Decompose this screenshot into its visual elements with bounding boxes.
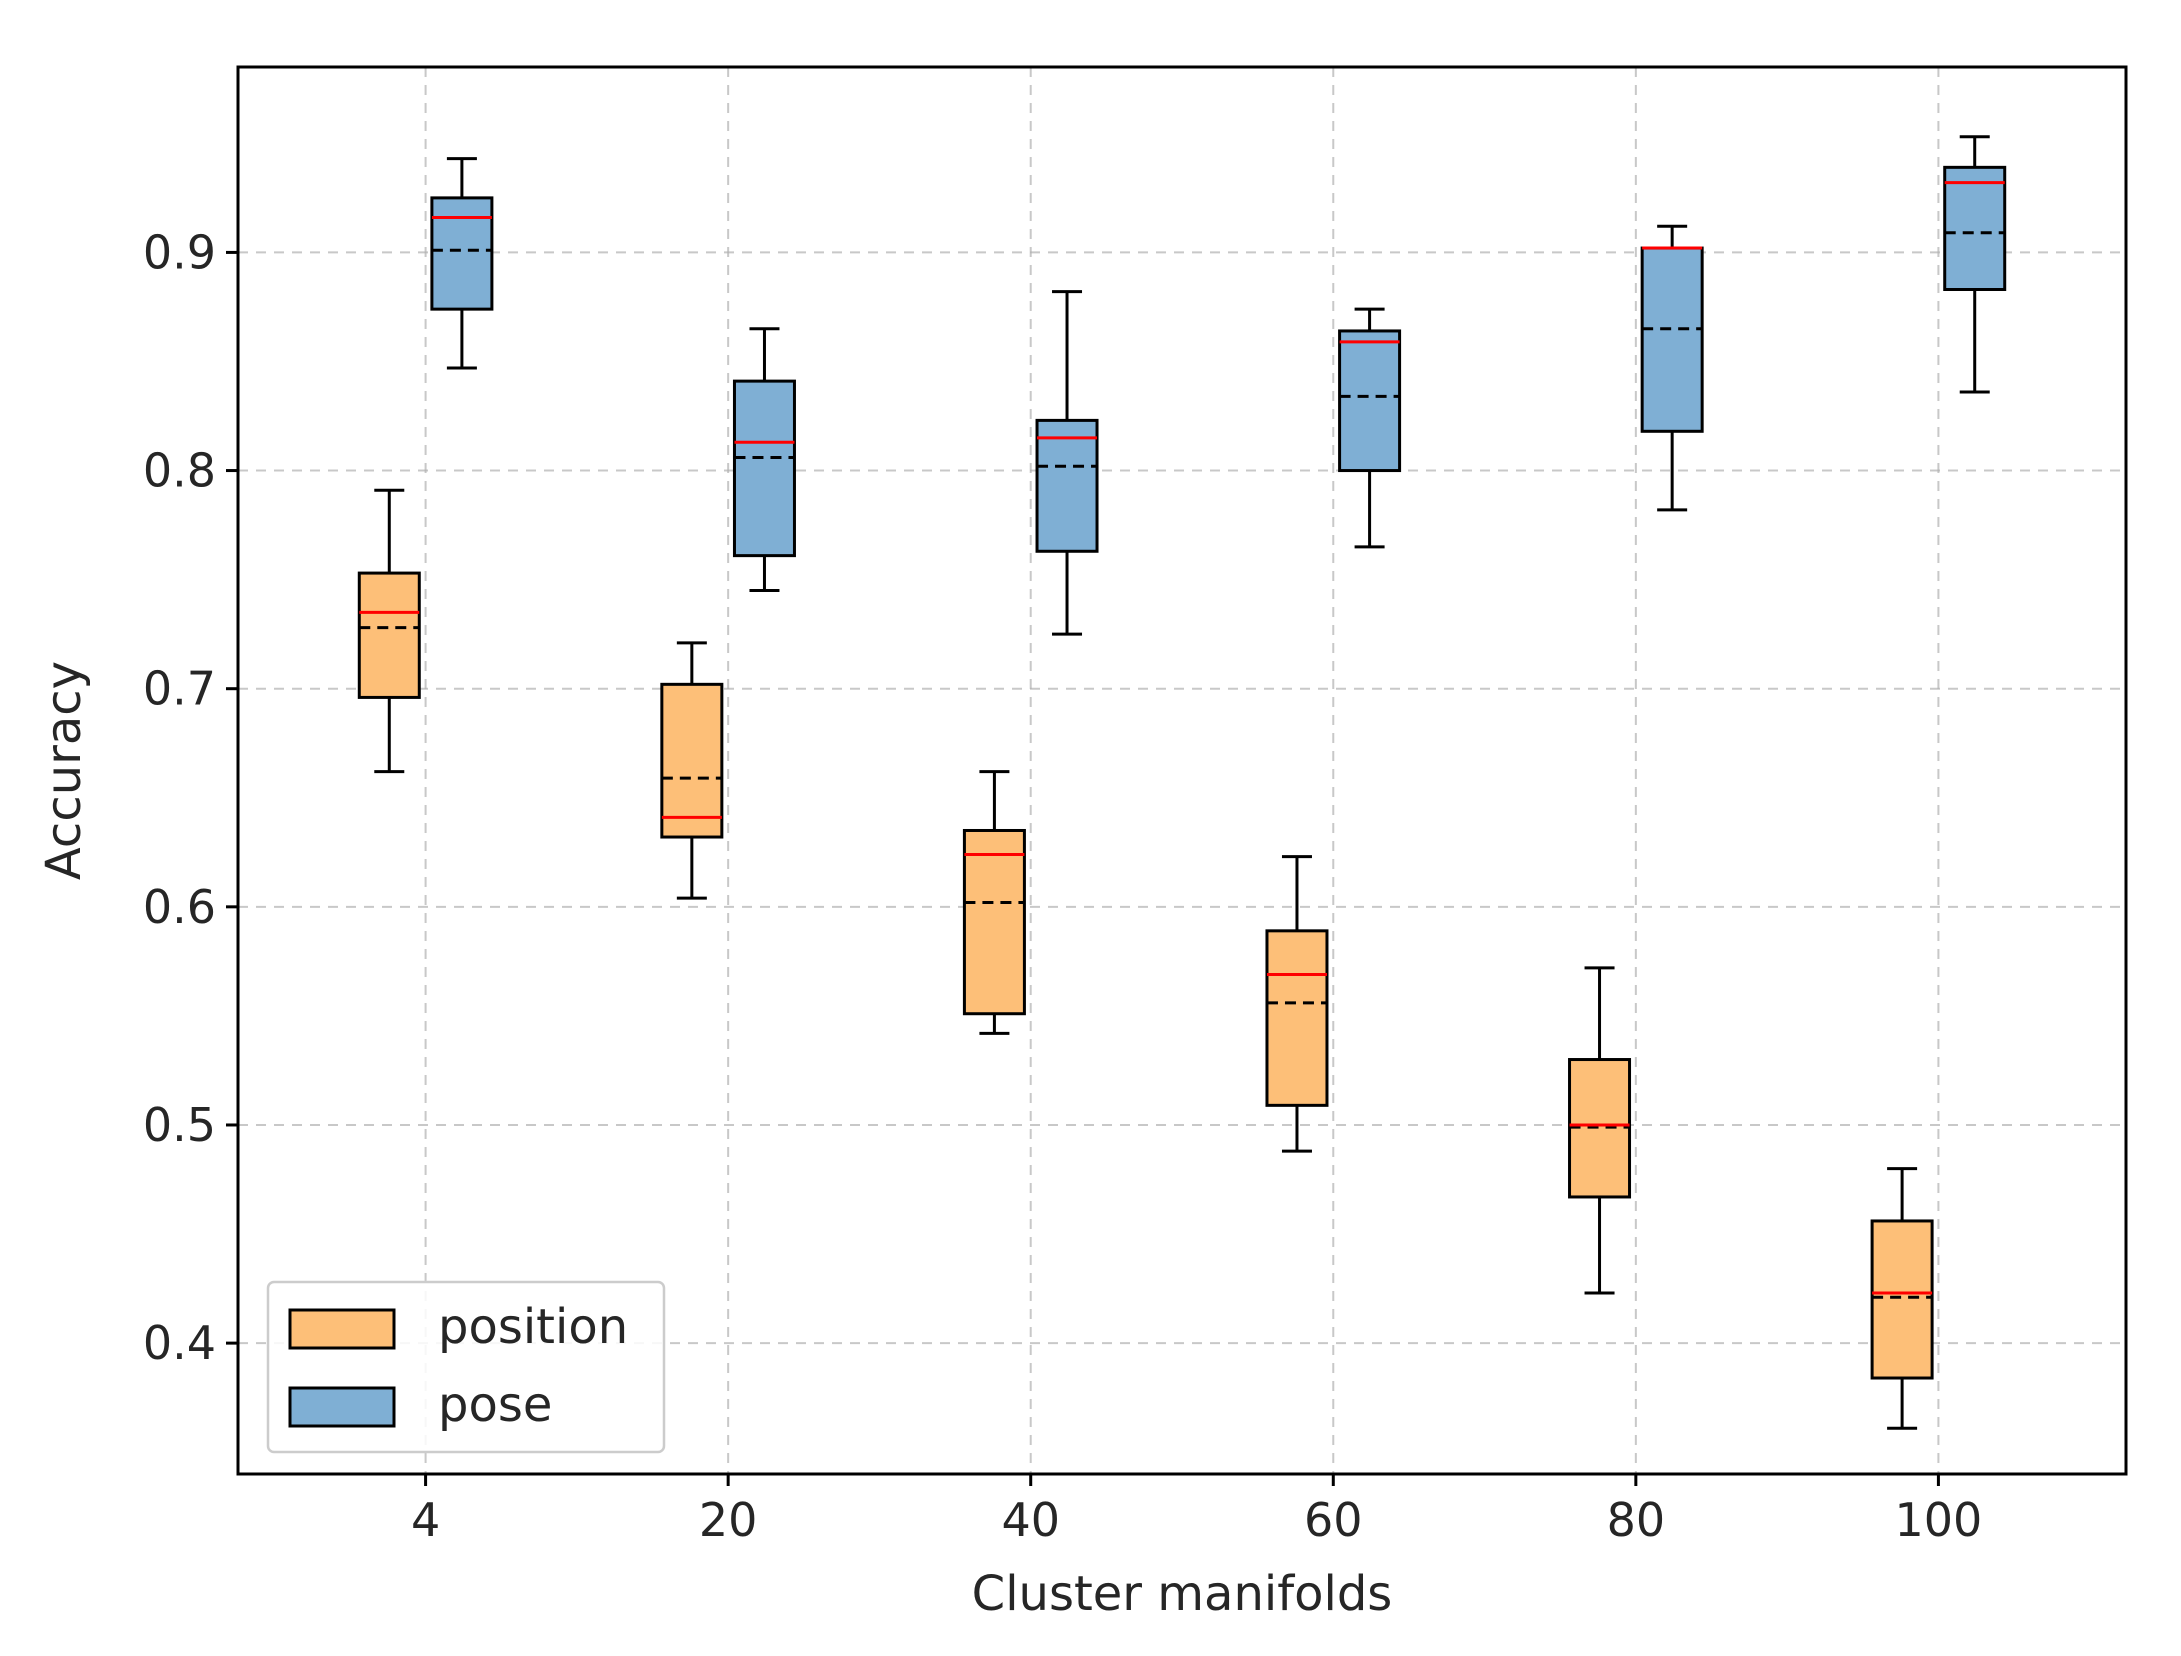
box-body	[1870, 1219, 1934, 1380]
box-pose-100	[1943, 135, 2007, 394]
x-tick-label: 40	[1001, 1493, 1060, 1547]
axes-frame	[236, 65, 2128, 1476]
box-position-20	[660, 641, 724, 900]
y-tick-label: 0.8	[143, 444, 216, 498]
legend-swatch-pose	[288, 1386, 396, 1428]
grid	[238, 67, 2126, 1474]
box-pose-80	[1640, 224, 1704, 512]
box-body	[430, 196, 494, 311]
y-tick-label: 0.4	[143, 1316, 216, 1370]
x-tick-label: 60	[1304, 1493, 1363, 1547]
legend-items: position pose	[288, 1299, 628, 1433]
box-body	[1035, 418, 1099, 553]
legend: position pose	[266, 1280, 666, 1454]
box-pose-4	[430, 157, 494, 370]
x-axis-label: Cluster manifolds	[972, 1566, 1393, 1622]
box-body	[1338, 329, 1402, 473]
axes: 0.4 0.5 0.6 0.7 0.8 0.9 4 20 40 60 80 100	[143, 225, 1982, 1547]
legend-label-position: position	[438, 1299, 628, 1355]
y-tick-label: 0.5	[143, 1098, 216, 1152]
box-body	[732, 379, 796, 558]
box-pose-60	[1338, 307, 1402, 549]
x-tick-label: 20	[699, 1493, 758, 1547]
box-body	[962, 828, 1026, 1016]
box-position-40	[962, 770, 1026, 1035]
plot-area	[357, 135, 2007, 1430]
box-pose-40	[1035, 290, 1099, 636]
box-body	[1943, 165, 2007, 292]
x-tick-label: 4	[411, 1493, 440, 1547]
box-position-4	[357, 488, 421, 774]
box-body	[660, 682, 724, 839]
box-pose-20	[732, 327, 796, 593]
x-tick-label: 100	[1895, 1493, 1983, 1547]
y-tick-label: 0.6	[143, 880, 216, 934]
y-tick-label: 0.7	[143, 662, 216, 716]
box-position-100	[1870, 1167, 1934, 1430]
box-body	[1640, 246, 1704, 433]
legend-swatch-position	[288, 1308, 396, 1350]
legend-label-pose: pose	[438, 1377, 552, 1433]
y-tick-label: 0.9	[143, 225, 216, 279]
box-body	[1265, 929, 1329, 1107]
box-position-60	[1265, 855, 1329, 1153]
box-position-80	[1568, 966, 1632, 1295]
y-axis-label: Accuracy	[36, 661, 92, 880]
x-tick-label: 80	[1607, 1493, 1666, 1547]
box-body	[357, 571, 421, 699]
